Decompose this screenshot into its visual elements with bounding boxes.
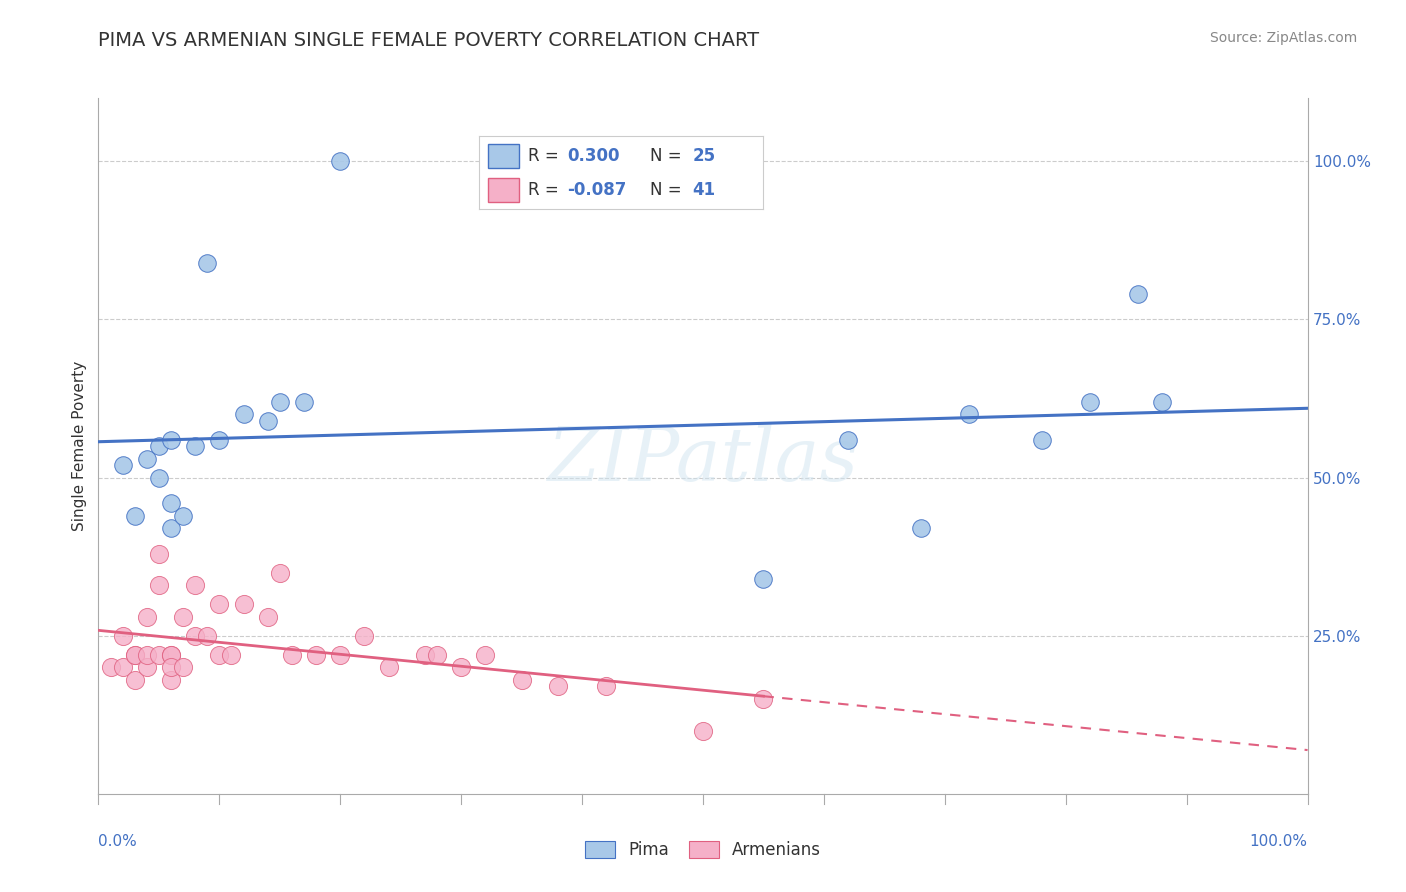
Text: ZIPatlas: ZIPatlas [547, 424, 859, 496]
Text: N =: N = [650, 147, 686, 165]
Point [160, 648, 183, 662]
Point [135, 648, 157, 662]
Point [184, 439, 207, 453]
Point [148, 470, 170, 484]
Point [426, 648, 449, 662]
Point [256, 414, 278, 428]
Point [208, 433, 231, 447]
Point [910, 521, 932, 535]
Point [195, 629, 218, 643]
Point [111, 660, 134, 674]
Legend: Pima, Armenians: Pima, Armenians [578, 834, 828, 865]
Point [111, 629, 134, 643]
Point [232, 408, 254, 422]
Point [100, 660, 122, 674]
Point [160, 648, 183, 662]
Text: Source: ZipAtlas.com: Source: ZipAtlas.com [1209, 31, 1357, 45]
Point [160, 660, 183, 674]
FancyBboxPatch shape [488, 178, 519, 202]
Point [148, 648, 170, 662]
Point [208, 648, 231, 662]
Point [269, 394, 291, 409]
Point [208, 597, 231, 611]
Y-axis label: Single Female Poverty: Single Female Poverty [72, 361, 87, 531]
Point [595, 679, 617, 693]
Text: 41: 41 [692, 181, 716, 199]
Point [547, 679, 569, 693]
Point [292, 394, 315, 409]
Text: N =: N = [650, 181, 686, 199]
Point [172, 609, 194, 624]
Point [160, 521, 183, 535]
Point [111, 458, 134, 472]
Text: -0.087: -0.087 [568, 181, 627, 199]
Text: 0.0%: 0.0% [98, 834, 138, 849]
Text: 0.300: 0.300 [568, 147, 620, 165]
Point [195, 255, 218, 269]
Point [160, 673, 183, 687]
Point [1128, 287, 1150, 301]
Point [752, 572, 775, 586]
Point [329, 648, 352, 662]
Point [269, 566, 291, 580]
Point [148, 439, 170, 453]
FancyBboxPatch shape [488, 144, 519, 168]
Text: 25: 25 [692, 147, 716, 165]
Point [281, 648, 304, 662]
Point [450, 660, 472, 674]
Point [377, 660, 399, 674]
Point [172, 660, 194, 674]
Text: PIMA VS ARMENIAN SINGLE FEMALE POVERTY CORRELATION CHART: PIMA VS ARMENIAN SINGLE FEMALE POVERTY C… [98, 31, 759, 50]
Point [135, 660, 157, 674]
Text: R =: R = [527, 147, 564, 165]
Point [184, 629, 207, 643]
Point [256, 609, 278, 624]
Point [124, 673, 146, 687]
Point [184, 578, 207, 592]
Point [135, 451, 157, 466]
Point [148, 578, 170, 592]
Point [124, 648, 146, 662]
Text: 100.0%: 100.0% [1250, 834, 1308, 849]
Point [1078, 394, 1101, 409]
Point [413, 648, 436, 662]
Point [329, 154, 352, 169]
Text: R =: R = [527, 181, 564, 199]
Point [837, 433, 859, 447]
Point [124, 508, 146, 523]
Point [1152, 394, 1174, 409]
Point [172, 508, 194, 523]
Point [474, 648, 496, 662]
Point [124, 648, 146, 662]
Point [160, 433, 183, 447]
Point [510, 673, 533, 687]
Point [692, 723, 714, 738]
Point [353, 629, 375, 643]
Point [305, 648, 328, 662]
Point [1031, 433, 1053, 447]
Point [148, 547, 170, 561]
Point [135, 609, 157, 624]
Point [221, 648, 243, 662]
Point [160, 496, 183, 510]
Point [232, 597, 254, 611]
Point [957, 408, 980, 422]
Point [752, 692, 775, 706]
